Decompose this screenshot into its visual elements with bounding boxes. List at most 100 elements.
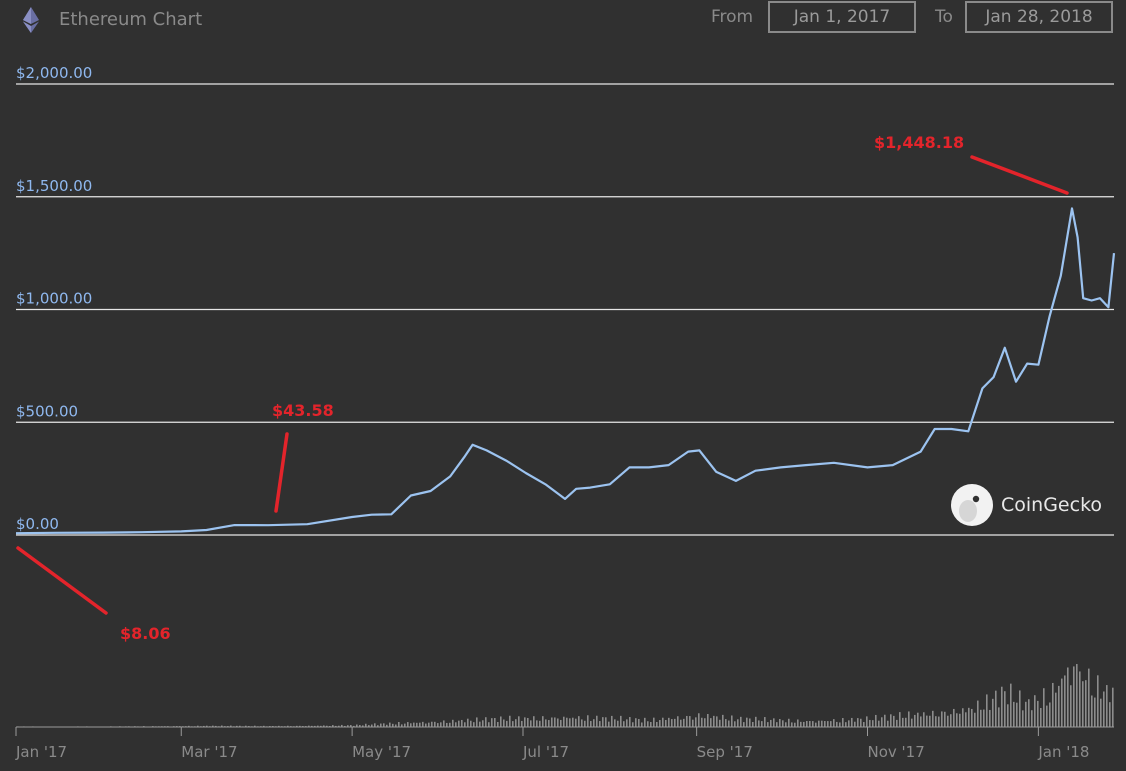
volume-bar <box>965 712 967 727</box>
volume-bar <box>473 722 475 727</box>
y-tick-label: $2,000.00 <box>16 64 92 82</box>
annotation-pointer <box>970 155 1069 195</box>
volume-bar <box>521 720 523 727</box>
volume-bar <box>404 723 406 727</box>
volume-bar <box>686 715 688 727</box>
volume-bar <box>974 712 976 727</box>
volume-bar <box>968 707 970 727</box>
x-tick-label: Jan '18 <box>1037 743 1089 761</box>
volume-bar <box>734 721 736 727</box>
volume-bar <box>1019 690 1021 727</box>
volume-bar <box>713 715 715 727</box>
volume-bar <box>869 719 871 727</box>
annotations: $8.06 $43.58 $1,448.18 <box>16 133 1069 643</box>
volume-bar <box>488 722 490 727</box>
volume-bar <box>731 715 733 727</box>
volume-bar <box>296 725 298 727</box>
x-tick-label: Sep '17 <box>697 743 753 761</box>
volume-bar <box>698 713 700 727</box>
volume-bar <box>365 723 367 727</box>
volume-bar <box>605 717 607 727</box>
volume-bar <box>1058 685 1060 727</box>
volume-bar <box>1082 681 1084 727</box>
volume-bar <box>422 721 424 727</box>
volume-bar <box>188 725 190 727</box>
x-axis: Jan '17 Mar '17 May '17 Jul '17 Sep '17 Nov '… <box>15 726 1114 761</box>
volume-bar <box>764 717 766 727</box>
to-date-input[interactable]: Jan 28, 2018 <box>965 1 1113 33</box>
volume-bar <box>845 722 847 727</box>
volume-bar <box>863 722 865 727</box>
volume-bar <box>359 724 361 727</box>
volume-bar <box>1070 685 1072 727</box>
volume-bar <box>779 718 781 727</box>
volume-bar <box>593 719 595 727</box>
volume-bar <box>1112 687 1114 727</box>
volume-bar <box>839 722 841 727</box>
volume-bar <box>566 717 568 727</box>
volume-bar <box>980 709 982 727</box>
volume-bar <box>1064 675 1066 727</box>
volume-bar <box>542 716 544 727</box>
volume-bar <box>578 716 580 727</box>
volume-bar <box>851 717 853 727</box>
volume-bar <box>752 721 754 727</box>
volume-bar <box>935 716 937 727</box>
volume-bar <box>491 718 493 727</box>
volume-bar <box>236 725 238 727</box>
volume-bar <box>1013 701 1015 727</box>
volume-bar <box>722 714 724 727</box>
watermark-text: CoinGecko <box>1001 494 1102 516</box>
volume-bar <box>1022 710 1024 727</box>
volume-bar <box>572 717 574 727</box>
volume-bar <box>941 711 943 727</box>
volume-bar <box>311 725 313 727</box>
y-tick-label: $1,500.00 <box>16 177 92 195</box>
volume-bar <box>620 715 622 727</box>
volume-bar <box>893 715 895 727</box>
volume-bar <box>674 718 676 727</box>
volume-bar <box>809 720 811 727</box>
volume-bar <box>785 722 787 727</box>
volume-bar <box>842 718 844 727</box>
volume-bar <box>920 716 922 727</box>
volume-bar <box>803 721 805 727</box>
volume-bar <box>437 723 439 727</box>
volume-bar <box>776 722 778 727</box>
annotation-label: $1,448.18 <box>874 133 964 152</box>
volume-bar <box>788 718 790 727</box>
volume-bar <box>425 723 427 727</box>
volume-bar <box>1025 701 1027 727</box>
volume-bar <box>740 716 742 727</box>
volume-bar <box>821 720 823 727</box>
volume-bar <box>467 718 469 727</box>
volume-bar <box>890 714 892 727</box>
volume-bar <box>287 725 289 727</box>
volume-bar <box>923 712 925 727</box>
volume-bar <box>485 717 487 727</box>
volume-bar <box>1004 691 1006 727</box>
volume-bar <box>704 718 706 727</box>
volume-bar <box>353 725 355 727</box>
volume-bar <box>470 720 472 727</box>
volume-bar <box>866 716 868 727</box>
volume-bar <box>455 722 457 727</box>
volume-bars <box>17 664 1114 727</box>
volume-bar <box>770 719 772 727</box>
volume-bar <box>860 718 862 727</box>
y-tick-label: $1,000.00 <box>16 290 92 308</box>
volume-bar <box>1073 666 1075 727</box>
volume-bar <box>641 722 643 727</box>
volume-bar <box>854 721 856 727</box>
volume-bar <box>476 717 478 727</box>
volume-bar <box>761 721 763 727</box>
from-date-input[interactable]: Jan 1, 2017 <box>768 1 916 33</box>
volume-bar <box>749 718 751 727</box>
to-label: To <box>935 7 953 27</box>
volume-bar <box>1097 675 1099 727</box>
volume-bar <box>659 720 661 727</box>
volume-bar <box>554 717 556 727</box>
volume-bar <box>683 718 685 727</box>
volume-bar <box>1103 691 1105 727</box>
